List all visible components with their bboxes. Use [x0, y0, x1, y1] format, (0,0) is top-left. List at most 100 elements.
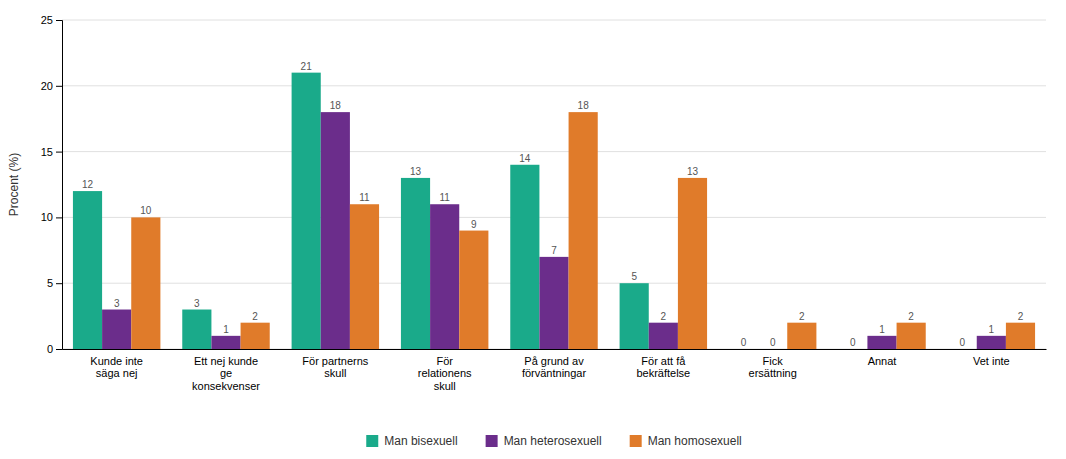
- data-label: 5: [631, 271, 637, 282]
- x-tick-label-line: ersättning: [749, 367, 797, 379]
- bar: [131, 217, 160, 349]
- x-tick-label: Förrelationensskull: [418, 355, 472, 392]
- x-axis: Kunde intesäga nej Ett nej kundegekonsekv…: [63, 350, 1047, 393]
- legend-swatch: [486, 435, 498, 447]
- x-tick: Vet inte: [973, 355, 1010, 367]
- x-tick-label: Fickersättning: [749, 355, 797, 380]
- x-tick-label-line: Annat: [868, 355, 897, 367]
- y-tick-label: 25: [41, 14, 53, 26]
- x-tick-label-line: konsekvenser: [192, 380, 260, 392]
- bar: [787, 323, 816, 349]
- data-label: 13: [410, 166, 422, 177]
- x-tick: För att fåbekräftelse: [636, 355, 690, 380]
- x-tick: Annat: [868, 355, 897, 367]
- y-tick: 25: [41, 14, 62, 26]
- x-tick-label: För att fåbekräftelse: [636, 355, 690, 380]
- x-tick-label: På grund avförväntningar: [522, 355, 587, 380]
- data-label: 2: [252, 311, 258, 322]
- x-tick-label-line: förväntningar: [522, 367, 587, 379]
- bar: [459, 231, 488, 349]
- data-label: 2: [1018, 311, 1024, 322]
- bars: [73, 73, 1035, 349]
- data-label: 1: [879, 324, 885, 335]
- data-label: 12: [82, 179, 94, 190]
- y-tick-mark: [56, 283, 62, 284]
- bar: [977, 336, 1006, 349]
- y-tick: 15: [41, 146, 62, 158]
- x-tick-label: Vet inte: [973, 355, 1010, 367]
- series: [131, 112, 1035, 349]
- plot: 0510152025Kunde intesäga nejEtt nej kund…: [41, 14, 1047, 392]
- data-label: 0: [770, 337, 776, 348]
- y-tick-mark: [56, 152, 62, 153]
- bar: [321, 112, 350, 349]
- bar: [1006, 323, 1035, 349]
- x-tick-label: Kunde intesäga nej: [90, 355, 143, 380]
- y-tick: 20: [41, 80, 62, 92]
- x-tick-label-line: relationens: [418, 367, 472, 379]
- data-label: 0: [741, 337, 747, 348]
- y-tick-label: 0: [47, 343, 53, 355]
- bar: [838, 349, 867, 350]
- grid-line: [62, 217, 1046, 218]
- x-tick-label-line: På grund av: [524, 355, 584, 367]
- data-label: 2: [799, 311, 805, 322]
- bar: [569, 112, 598, 349]
- y-tick-mark: [56, 86, 62, 87]
- bar: [401, 178, 430, 349]
- bar: [678, 178, 707, 349]
- legend-label: Man heterosexuell: [504, 434, 602, 448]
- x-tick-label-line: För: [436, 355, 453, 367]
- y-tick-mark: [56, 217, 62, 218]
- legend: Man bisexuell Man heterosexuell Man homose…: [366, 434, 742, 448]
- y-axis: 0510152025: [41, 14, 63, 355]
- y-tick-mark: [56, 20, 62, 21]
- data-label: 3: [114, 298, 120, 309]
- data-label: 10: [140, 205, 152, 216]
- data-label: 2: [908, 311, 914, 322]
- data-label: 1: [989, 324, 995, 335]
- x-tick-label-line: skull: [324, 367, 346, 379]
- grid: [62, 20, 1046, 349]
- data-label: 18: [578, 100, 590, 111]
- x-tick: Fickersättning: [749, 355, 797, 380]
- series: [73, 73, 649, 349]
- legend-item: Man heterosexuell: [486, 434, 602, 448]
- legend-swatch: [630, 435, 642, 447]
- bar: [241, 323, 270, 349]
- bar: [182, 310, 211, 349]
- legend-item: Man homosexuell: [630, 434, 742, 448]
- series: [102, 112, 1006, 349]
- data-label: 1: [223, 324, 229, 335]
- x-tick-label: Ett nej kundegekonsekvenser: [192, 355, 260, 392]
- y-tick-mark: [56, 349, 62, 350]
- bar: [729, 349, 758, 350]
- x-tick-label-line: För att få: [641, 355, 686, 367]
- data-label: 3: [194, 298, 200, 309]
- data-label: 0: [959, 337, 965, 348]
- data-label: 0: [850, 337, 856, 348]
- bar: [211, 336, 240, 349]
- bar: [73, 191, 102, 349]
- grid-line: [62, 151, 1046, 152]
- x-tick: Kunde intesäga nej: [90, 355, 143, 380]
- x-tick-label-line: För partnerns: [302, 355, 369, 367]
- y-axis-title: Procent (%): [7, 153, 21, 216]
- grid-line: [62, 20, 1046, 21]
- x-tick-label-line: Ett nej kunde: [194, 355, 258, 367]
- bar: [292, 73, 321, 349]
- data-label: 11: [439, 192, 450, 203]
- x-tick-label-line: ge: [220, 367, 232, 379]
- legend-item: Man bisexuell: [366, 434, 457, 448]
- data-label: 7: [551, 245, 557, 256]
- y-tick-label: 15: [41, 146, 53, 158]
- y-axis-line: [56, 21, 63, 350]
- bar: [539, 257, 568, 349]
- chart: 0510152025Kunde intesäga nejEtt nej kund…: [0, 0, 1066, 459]
- data-label: 18: [330, 100, 342, 111]
- x-tick-label-line: bekräftelse: [636, 367, 690, 379]
- data-label: 11: [359, 192, 370, 203]
- bar: [867, 336, 896, 349]
- data-label: 21: [301, 61, 313, 72]
- bar: [758, 349, 787, 350]
